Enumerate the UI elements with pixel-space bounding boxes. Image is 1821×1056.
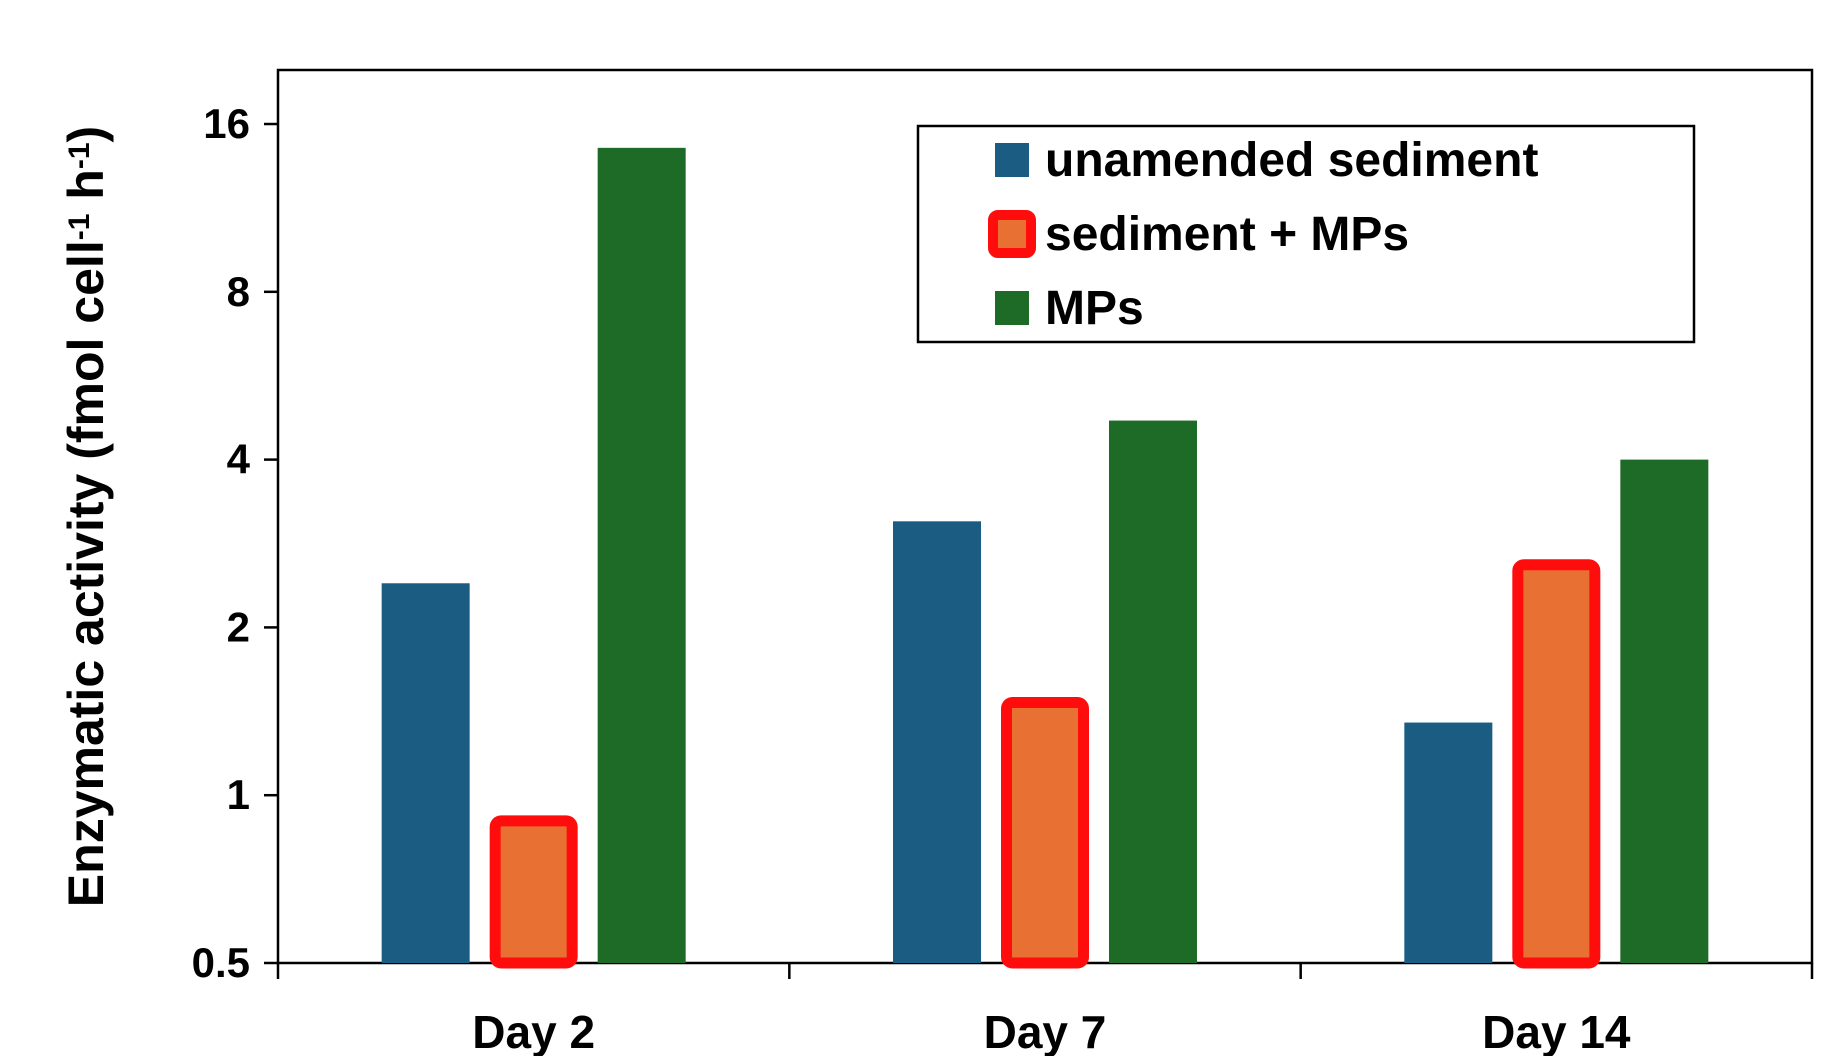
bar-unamended-sediment (1404, 722, 1493, 963)
legend: unamended sediment sediment + MPs MPs (916, 124, 1696, 344)
legend-swatch (995, 291, 1029, 325)
axes: 0.5 1 2 4 8 16 Day 2 Day 7 Day 14 (192, 100, 1814, 1056)
y-tick-label: 16 (203, 100, 250, 147)
legend-swatch (995, 143, 1029, 177)
x-tick-label: Day 2 (472, 1006, 595, 1056)
bar-mps (1620, 459, 1709, 963)
y-tick-label: 8 (227, 268, 250, 315)
bar-unamended-sediment (381, 583, 470, 963)
legend-box (916, 124, 1696, 344)
y-tick-label: 0.5 (192, 939, 250, 986)
y-tick-label: 4 (227, 436, 251, 483)
x-tick-label: Day 14 (1482, 1006, 1631, 1056)
x-tick-label: Day 7 (984, 1006, 1107, 1056)
bar-unamended-sediment (893, 521, 981, 963)
bar-mps (1109, 420, 1197, 963)
legend-label: unamended sediment (1045, 134, 1538, 187)
legend-label: sediment + MPs (1045, 208, 1409, 261)
legend-swatch (988, 210, 1036, 258)
bar-mps (597, 147, 686, 963)
y-axis-label: Enzymatic activity (fmol cell-1 h-1) (58, 126, 114, 907)
bar-sediment-mps (1512, 559, 1601, 969)
legend-label: MPs (1045, 282, 1144, 335)
y-tick-label: 2 (227, 603, 250, 650)
bar-sediment-mps (1001, 697, 1089, 969)
bars (381, 147, 1709, 969)
y-axis-label-group: Enzymatic activity (fmol cell-1 h-1) (58, 126, 114, 907)
y-tick-label: 1 (227, 771, 250, 818)
bar-sediment-mps (489, 815, 578, 969)
